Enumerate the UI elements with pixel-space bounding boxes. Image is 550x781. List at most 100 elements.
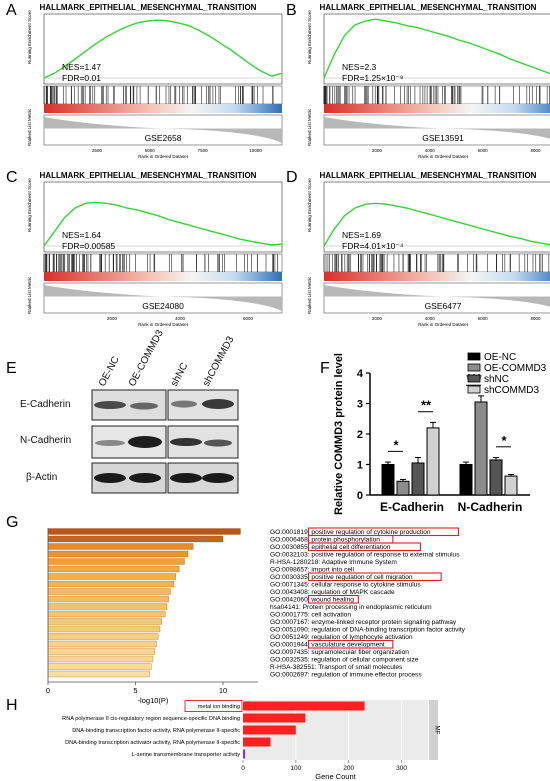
gsea-dataset-label: GSE2658 bbox=[145, 133, 182, 143]
gsea-hits-frame bbox=[323, 253, 550, 273]
h-term-label: L-serine transmembrane transporter activ… bbox=[132, 752, 240, 758]
g-term-label: GO:0051090: regulation of DNA-binding tr… bbox=[270, 627, 466, 634]
f-bar-oe-nc bbox=[459, 464, 473, 496]
gsea-xlabel: Rank in Ordered Dataset bbox=[138, 322, 189, 327]
gsea-title: HALLMARK_EPITHELIAL_MESENCHYMAL_TRANSITI… bbox=[40, 3, 257, 12]
gsea-fdr: FDR=1.25×10⁻⁹ bbox=[342, 73, 404, 83]
g-xtick-label: 0 bbox=[46, 686, 50, 695]
h-facet-label: MF bbox=[434, 726, 440, 735]
gsea-metric-area bbox=[324, 285, 550, 307]
gsea-rank-strip bbox=[44, 272, 282, 281]
f-legend-swatch bbox=[467, 363, 481, 372]
g-term-label: GO:0002697: regulation of immune effecto… bbox=[270, 672, 422, 679]
gsea-enrichment-curve bbox=[323, 18, 550, 79]
gsea-panel: HALLMARK_EPITHELIAL_MESENCHYMAL_TRANSITI… bbox=[307, 3, 550, 159]
western-blot: OE-NC OE-COMMD3 shNC shCOMMD3 E-Cadherin… bbox=[18, 328, 318, 495]
g-bar bbox=[47, 618, 162, 625]
gsea-panel: HALLMARK_EPITHELIAL_MESENCHYMAL_TRANSITI… bbox=[27, 171, 283, 327]
h-bar bbox=[243, 725, 296, 735]
gsea-title: HALLMARK_EPITHELIAL_MESENCHYMAL_TRANSITI… bbox=[40, 171, 257, 180]
gsea-title: HALLMARK_EPITHELIAL_MESENCHYMAL_TRANSITI… bbox=[320, 3, 537, 12]
gsea-enrichment-curve bbox=[43, 201, 283, 247]
gsea-ylabel-bottom: Ranked List Metric bbox=[27, 108, 32, 146]
g-bar bbox=[47, 670, 150, 678]
f-ytick-label: 2 bbox=[357, 429, 363, 441]
gsea-xlabel: Rank in Ordered Dataset bbox=[418, 322, 469, 327]
gsea-ylabel-bottom: Ranked List Metric bbox=[307, 108, 312, 146]
g-xlabel: -log10(P) bbox=[138, 696, 169, 705]
panel-letter-g: G bbox=[6, 514, 19, 531]
gsea-metric-area bbox=[44, 285, 282, 311]
panel-letter-c: C bbox=[6, 169, 18, 186]
g-term-label: GO:0001944: vasculature development bbox=[270, 642, 385, 649]
lane-label-oe-nc: OE-NC bbox=[97, 355, 122, 389]
f-bar-oe-nc bbox=[381, 464, 395, 496]
gsea-enrichment-curve bbox=[43, 19, 283, 79]
gsea-rank-strip bbox=[324, 272, 550, 281]
gsea-rank-strip bbox=[324, 104, 550, 113]
g-term-label: GO:0001819: positive regulation of cytok… bbox=[270, 529, 431, 536]
g-term-label: GO:0043408: regulation of MAPK cascade bbox=[270, 589, 395, 596]
gsea-dataset-label: GSE13591 bbox=[422, 133, 464, 143]
h-bar bbox=[243, 701, 365, 711]
gsea-xtick: 2000 bbox=[107, 316, 118, 321]
panel-letter-d: D bbox=[286, 169, 298, 186]
gsea-xtick: 4000 bbox=[425, 148, 436, 153]
gsea-enrichment-curve bbox=[323, 202, 550, 247]
f-legend-label: shNC bbox=[484, 374, 509, 385]
row-label-e-cadherin: E-Cadherin bbox=[20, 399, 71, 410]
gsea-xtick: 5000 bbox=[145, 148, 156, 153]
g-bar bbox=[47, 528, 241, 535]
f-ytick-label: 0 bbox=[357, 490, 363, 502]
f-bar-shcommd3 bbox=[504, 475, 518, 496]
g-term-label: GO:0097435: supramolecular fiber organiz… bbox=[270, 649, 409, 656]
h-bar bbox=[243, 713, 306, 723]
f-bar-shnc bbox=[489, 459, 503, 496]
lane-label-shnc: shNC bbox=[169, 361, 190, 388]
gsea-xtick: 4000 bbox=[175, 316, 186, 321]
gsea-es-frame bbox=[323, 13, 550, 85]
panel-letter-a: A bbox=[6, 2, 17, 19]
gsea-xlabel: Rank in Ordered Dataset bbox=[418, 154, 469, 159]
g-bar bbox=[47, 573, 176, 580]
gsea-es-frame bbox=[43, 13, 283, 85]
gene-count-bar-chart: MF metal ion binding RNA polymerase II cis… bbox=[62, 700, 440, 781]
f-ylabel: Relative COMMD3 protein level bbox=[333, 353, 345, 515]
gsea-xtick: 8000 bbox=[531, 148, 542, 153]
g-bar bbox=[47, 663, 152, 670]
f-sig-label: * bbox=[393, 437, 399, 452]
g-bar bbox=[47, 588, 171, 595]
h-term-label: metal ion binding bbox=[198, 704, 240, 710]
gsea-xtick: 6000 bbox=[243, 316, 254, 321]
g-term-label: GO:0071345: cellular response to cytokin… bbox=[270, 582, 421, 589]
panel-letter-h: H bbox=[6, 697, 18, 714]
gsea-panel: HALLMARK_EPITHELIAL_MESENCHYMAL_TRANSITI… bbox=[307, 171, 550, 327]
gsea-xtick: 2000 bbox=[372, 316, 383, 321]
blot-e-cadherin bbox=[91, 389, 239, 421]
h-bar bbox=[243, 749, 246, 759]
g-term-label: R-HSA-382551: Transport of small molecul… bbox=[270, 664, 403, 671]
gsea-ylabel-top: Running Enrichment Score bbox=[27, 10, 32, 64]
g-bar bbox=[47, 633, 159, 640]
h-xtick-label: 200 bbox=[343, 765, 354, 772]
g-bar bbox=[47, 625, 161, 633]
g-term-label: GO:0098657: import into cell bbox=[270, 567, 354, 574]
f-legend-swatch bbox=[467, 385, 481, 394]
g-highlight-box bbox=[307, 572, 442, 582]
enrichment-bar-chart: GO:0001819: positive regulation of cytok… bbox=[46, 527, 466, 705]
g-bar bbox=[47, 595, 169, 603]
blot-n-cadherin bbox=[91, 425, 239, 459]
g-term-label: R-HSA-1280218: Adaptive Immune System bbox=[270, 559, 397, 566]
g-bar bbox=[47, 558, 185, 565]
h-highlight-box bbox=[184, 700, 243, 712]
h-bar bbox=[243, 737, 271, 747]
gsea-title: HALLMARK_EPITHELIAL_MESENCHYMAL_TRANSITI… bbox=[320, 171, 537, 180]
g-highlight-box bbox=[307, 542, 421, 552]
f-bar-oe-commd3 bbox=[474, 401, 488, 496]
g-bar bbox=[47, 550, 189, 558]
gsea-xtick: 2000 bbox=[372, 148, 383, 153]
h-term-label: DNA-binding transcription factor activit… bbox=[72, 728, 240, 734]
g-bar bbox=[47, 640, 157, 648]
row-label-beta-actin: β-Actin bbox=[26, 472, 57, 483]
gsea-ylabel-bottom: Ranked List Metric bbox=[307, 276, 312, 314]
